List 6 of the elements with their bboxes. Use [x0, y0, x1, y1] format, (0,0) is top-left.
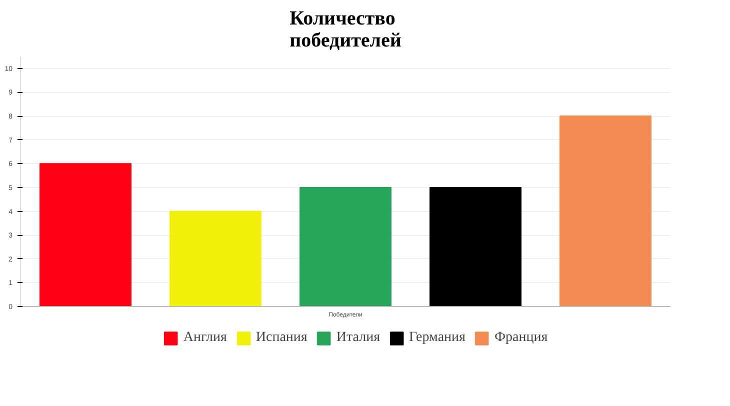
legend-label: Англия: [183, 330, 227, 346]
legend-label: Германия: [409, 330, 466, 346]
legend-label: Италия: [336, 330, 380, 346]
chart-title: Количество победителей: [290, 8, 402, 52]
legend-label: Франция: [494, 330, 548, 346]
legend-label: Испания: [256, 330, 308, 346]
